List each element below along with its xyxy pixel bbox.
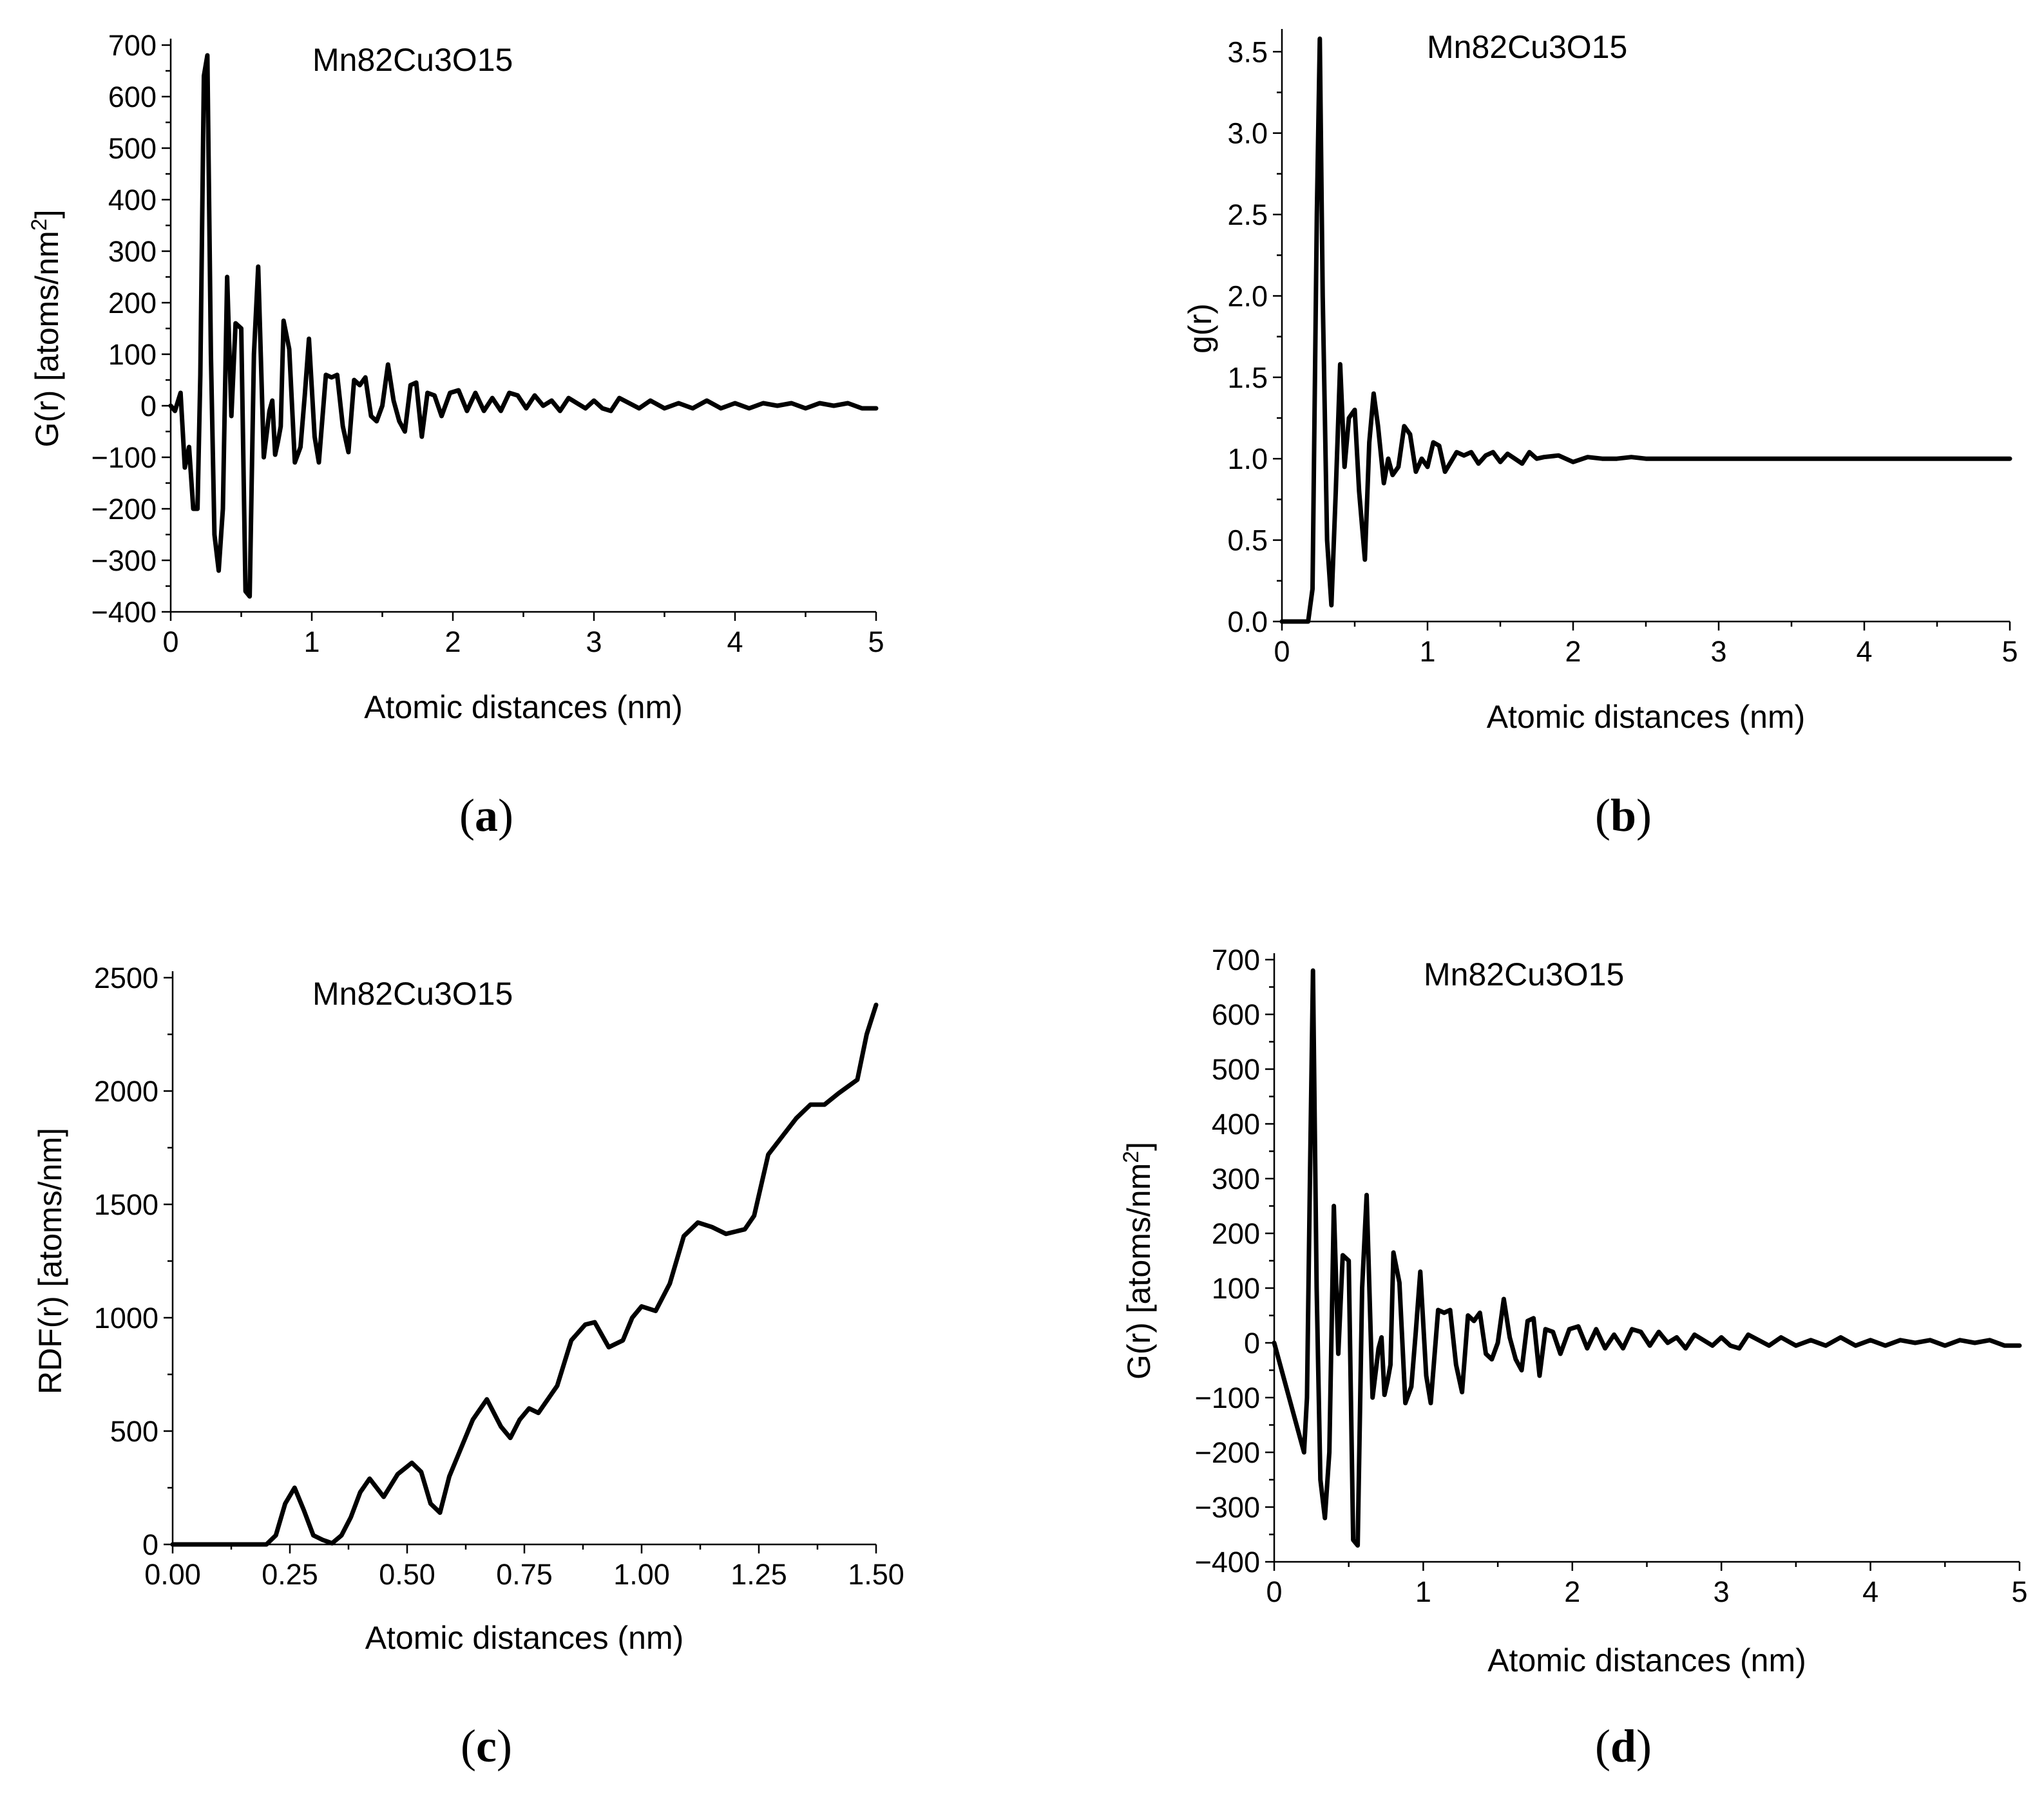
y-tick-label: 200 xyxy=(1212,1217,1260,1250)
x-axis-title: Atomic distances (nm) xyxy=(364,689,683,725)
y-tick-label: −400 xyxy=(91,596,157,629)
x-tick-label: 0.75 xyxy=(496,1558,553,1591)
x-tick-label: 2 xyxy=(444,625,461,658)
y-tick-label: 300 xyxy=(108,235,157,268)
chart-annotation: Mn82Cu3O15 xyxy=(1424,956,1624,992)
panel-a: 0 1 2 3 4 5 700 600 500 400 300 200 100 0 −100 −200 −300… xyxy=(27,29,884,841)
x-tick-label: 0 xyxy=(1266,1575,1282,1608)
y-tick-label: −300 xyxy=(1195,1491,1260,1524)
series-line xyxy=(1272,968,2022,1548)
y-tick-label: −400 xyxy=(1195,1546,1260,1579)
x-tick-label: 1 xyxy=(1415,1575,1431,1608)
y-tick-label: 1500 xyxy=(94,1188,158,1221)
y-tick-label: 1000 xyxy=(94,1302,158,1334)
x-tick-label: 0.25 xyxy=(262,1558,318,1591)
y-tick-label: 2.5 xyxy=(1227,198,1268,231)
panel-label: (a) xyxy=(459,790,513,841)
y-tick-label: 0 xyxy=(1244,1327,1260,1360)
series-line xyxy=(170,1002,879,1547)
y-tick-label: 2500 xyxy=(94,962,158,994)
x-tick-label: 5 xyxy=(2001,635,2018,668)
panel-label: (d) xyxy=(1595,1720,1652,1772)
panel-d: 0 1 2 3 4 5 700 600 500 400 300 200 100 0 −100 −200 −300… xyxy=(1119,944,2028,1772)
y-tick-label: 500 xyxy=(108,132,157,165)
x-axis-title: Atomic distances (nm) xyxy=(1487,699,1806,735)
x-tick-label: 1.00 xyxy=(613,1558,670,1591)
x-tick-label: 1.50 xyxy=(848,1558,904,1591)
x-tick-label: 4 xyxy=(1862,1575,1878,1608)
chart-annotation: Mn82Cu3O15 xyxy=(312,42,513,78)
panel-label: (b) xyxy=(1595,790,1652,841)
x-tick-label: 0.00 xyxy=(144,1558,201,1591)
y-tick-label: 700 xyxy=(108,29,157,62)
y-axis-title: g(r) xyxy=(1182,303,1218,354)
y-tick-label: 200 xyxy=(108,287,157,319)
x-tick-label: 5 xyxy=(868,625,884,658)
y-tick-label: 500 xyxy=(1212,1053,1260,1086)
x-tick-label: 0.50 xyxy=(379,1558,435,1591)
series-line xyxy=(1279,36,2012,624)
y-tick-label: 300 xyxy=(1212,1163,1260,1195)
x-tick-label: 5 xyxy=(2011,1575,2027,1608)
x-tick-label: 3 xyxy=(1714,1575,1730,1608)
y-tick-label: 100 xyxy=(108,338,157,371)
y-tick-label: 700 xyxy=(1212,944,1260,976)
x-tick-label: 0 xyxy=(162,625,178,658)
x-tick-label: 1 xyxy=(303,625,320,658)
y-tick-label: 400 xyxy=(108,184,157,216)
y-tick-label: −200 xyxy=(1195,1436,1260,1469)
x-tick-label: 4 xyxy=(727,625,743,658)
panel-c: 0.00 0.25 0.50 0.75 1.00 1.25 1.50 2500 2000 1500… xyxy=(32,962,904,1772)
x-tick-label: 4 xyxy=(1856,635,1872,668)
x-tick-label: 3 xyxy=(1710,635,1726,668)
x-tick-label: 0 xyxy=(1274,635,1290,668)
y-tick-label: 3.5 xyxy=(1227,35,1268,68)
y-tick-label: 1.5 xyxy=(1227,361,1268,394)
y-axis-title: G(r) [atoms/nm2] xyxy=(27,210,65,448)
chart-annotation: Mn82Cu3O15 xyxy=(312,976,513,1012)
x-tick-label: 3 xyxy=(586,625,602,658)
y-tick-label: −100 xyxy=(91,441,157,474)
series-line xyxy=(168,53,879,599)
x-tick-label: 2 xyxy=(1564,1575,1580,1608)
y-tick-label: 2.0 xyxy=(1227,280,1268,312)
x-axis-title: Atomic distances (nm) xyxy=(365,1620,684,1656)
y-tick-label: 600 xyxy=(108,81,157,113)
panel-b: 0 1 2 3 4 5 3.5 3.0 2.5 2.0 1.5 1.0 0.5 0.0 Mn82Cu3O15… xyxy=(1182,29,2018,841)
y-tick-label: 2000 xyxy=(94,1075,158,1108)
y-tick-label: 500 xyxy=(110,1415,158,1448)
y-tick-label: 600 xyxy=(1212,998,1260,1031)
y-tick-label: −300 xyxy=(91,544,157,577)
x-axis-title: Atomic distances (nm) xyxy=(1487,1642,1806,1678)
y-tick-label: −100 xyxy=(1195,1381,1260,1414)
x-tick-label: 2 xyxy=(1565,635,1581,668)
y-tick-label: 3.0 xyxy=(1227,117,1268,150)
y-tick-label: 0.0 xyxy=(1227,605,1268,638)
y-tick-label: 100 xyxy=(1212,1272,1260,1305)
y-tick-label: 0 xyxy=(142,1528,158,1561)
x-tick-label: 1.25 xyxy=(731,1558,787,1591)
chart-annotation: Mn82Cu3O15 xyxy=(1427,29,1627,65)
y-tick-label: 0.5 xyxy=(1227,524,1268,557)
x-tick-label: 1 xyxy=(1419,635,1435,668)
panel-label: (c) xyxy=(461,1720,512,1772)
y-tick-label: −200 xyxy=(91,493,157,526)
y-tick-label: 0 xyxy=(140,390,157,422)
y-tick-label: 400 xyxy=(1212,1108,1260,1141)
y-axis-title: RDF(r) [atoms/nm] xyxy=(32,1128,68,1394)
y-axis-title: G(r) [atoms/nm2] xyxy=(1119,1142,1157,1380)
y-tick-label: 1.0 xyxy=(1227,442,1268,475)
